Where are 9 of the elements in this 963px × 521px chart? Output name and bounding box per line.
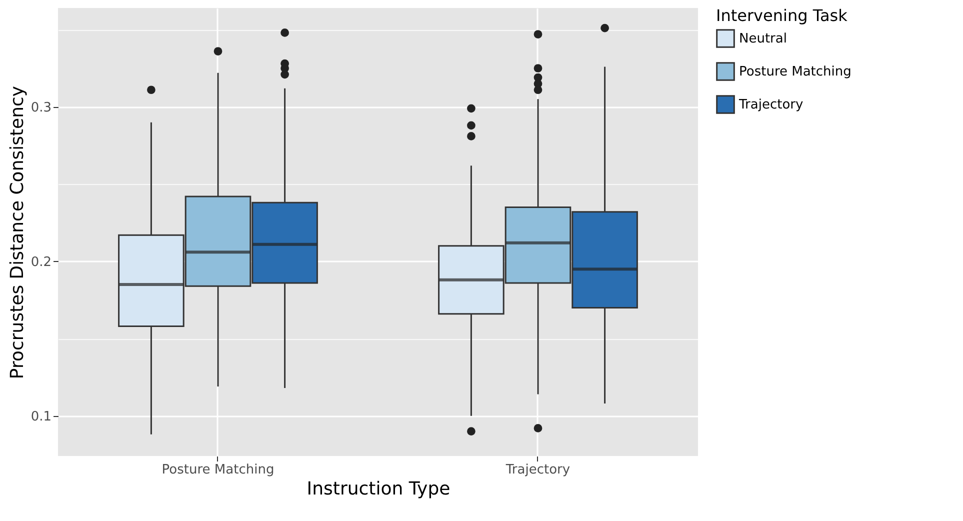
y-tick-label: 0.2 [30,254,52,270]
y-axis-title: Procrustes Distance Consistency [6,86,28,380]
legend-label: Posture Matching [739,64,852,80]
legend-label: Trajectory [738,98,804,112]
x-axis-title: Instruction Type [306,478,450,500]
legend-label: Neutral [739,32,787,46]
y-tick-label: 0.3 [30,100,52,116]
y-tick-label: 0.1 [30,409,52,424]
legend-title: Intervening Task [716,6,848,25]
